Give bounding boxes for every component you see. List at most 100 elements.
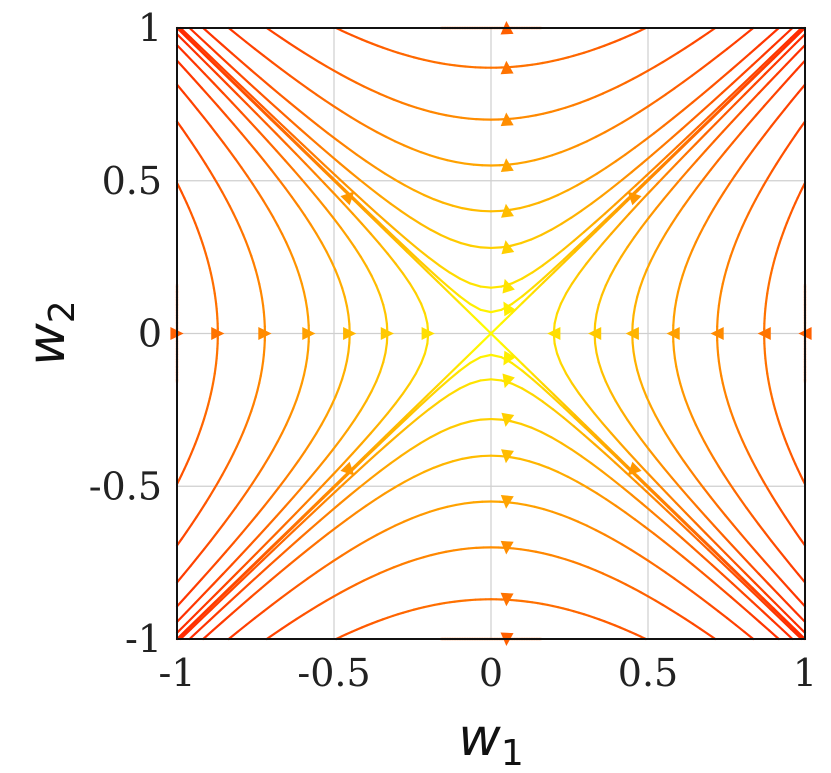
streamline-segment bbox=[276, 224, 284, 236]
streamline-segment bbox=[448, 291, 461, 305]
streamline-segment bbox=[262, 496, 273, 508]
streamline-segment bbox=[210, 56, 224, 69]
streamline-segment bbox=[385, 228, 399, 241]
streamline-segment bbox=[218, 54, 231, 67]
streamline-segment bbox=[179, 627, 192, 641]
arrowhead-right-3 bbox=[710, 327, 724, 340]
streamline-segment bbox=[209, 531, 219, 542]
streamline-segment bbox=[231, 553, 243, 566]
streamline-segment bbox=[652, 124, 665, 135]
streamline-segment bbox=[262, 106, 275, 119]
streamline-segment bbox=[254, 268, 259, 279]
streamline-segment bbox=[319, 510, 332, 522]
streamline-segment bbox=[678, 515, 691, 529]
streamline-segment bbox=[297, 80, 309, 90]
streamline-segment bbox=[211, 35, 224, 47]
streamline-segment bbox=[257, 130, 269, 143]
streamline-segment bbox=[576, 178, 589, 187]
streamline-segment bbox=[684, 398, 690, 410]
streamline-segment bbox=[194, 63, 206, 76]
streamline-segment bbox=[510, 301, 524, 315]
streamline-segment bbox=[439, 426, 452, 434]
streamline-segment bbox=[555, 352, 563, 365]
streamline-segment bbox=[489, 285, 503, 289]
streamline-segment bbox=[757, 133, 767, 144]
streamline-segment bbox=[660, 136, 673, 148]
streamline-segment bbox=[512, 116, 523, 120]
streamline-segment bbox=[667, 149, 681, 162]
streamline-segment bbox=[602, 572, 612, 579]
streamline-segment bbox=[734, 424, 741, 434]
streamline-segment bbox=[577, 392, 588, 405]
streamline-segment bbox=[261, 353, 265, 363]
streamline-segment bbox=[740, 219, 747, 229]
streamline-segment bbox=[562, 248, 576, 261]
streamline-segment bbox=[555, 302, 563, 315]
streamline-segment bbox=[341, 368, 346, 381]
streamline-segment bbox=[189, 556, 199, 567]
streamline-segment bbox=[654, 241, 662, 253]
streamline-segment bbox=[293, 135, 306, 148]
streamline-segment bbox=[218, 600, 231, 613]
streamline-segment bbox=[374, 434, 388, 447]
streamline-segment bbox=[411, 147, 423, 154]
streamline-segment bbox=[609, 390, 617, 402]
streamline-segment bbox=[369, 469, 382, 480]
streamline-segment bbox=[400, 101, 410, 107]
streamline-segment bbox=[615, 454, 629, 467]
streamline-segment bbox=[629, 548, 641, 557]
streamline-segment bbox=[255, 541, 268, 555]
streamline-segment bbox=[359, 255, 368, 268]
streamline-segment bbox=[231, 578, 244, 591]
streamline-segment bbox=[346, 146, 358, 156]
streamline-segment bbox=[479, 378, 493, 382]
streamline-segment bbox=[461, 456, 473, 460]
streamline-segment bbox=[345, 184, 358, 196]
streamline-segment bbox=[324, 164, 337, 177]
streamline-segment bbox=[329, 154, 342, 165]
streamline-segment bbox=[534, 550, 545, 555]
streamline-segment bbox=[309, 223, 318, 235]
x-tick-labels: -1 -0.5 0 0.5 1 bbox=[158, 651, 817, 695]
streamline-segment bbox=[619, 442, 631, 455]
streamline-segment bbox=[670, 127, 684, 139]
streamline-segment bbox=[727, 568, 741, 581]
streamline-segment bbox=[479, 332, 493, 345]
streamline-segment bbox=[407, 104, 418, 109]
streamline-segment bbox=[700, 85, 713, 96]
streamline-segment bbox=[510, 420, 523, 426]
streamline-segment bbox=[621, 116, 632, 124]
streamline-segment bbox=[240, 166, 249, 177]
streamline-segment bbox=[716, 505, 727, 517]
streamline-segment bbox=[228, 591, 241, 603]
streamline-segment bbox=[572, 101, 582, 107]
streamline-segment bbox=[552, 261, 566, 274]
streamline-segment bbox=[355, 504, 368, 514]
streamline-segment bbox=[205, 63, 219, 76]
streamline-segment bbox=[441, 201, 454, 207]
streamline-segment bbox=[783, 43, 797, 56]
streamline-segment bbox=[709, 108, 723, 121]
streamline-segment bbox=[258, 282, 262, 293]
streamline-segment bbox=[530, 426, 543, 434]
streamline-segment bbox=[721, 534, 733, 547]
streamline-segment bbox=[248, 572, 261, 585]
streamline-segment bbox=[703, 440, 710, 451]
streamline-segment bbox=[467, 546, 478, 550]
streamline-segment bbox=[196, 607, 210, 620]
streamline-segment bbox=[190, 141, 198, 151]
streamline-segment bbox=[795, 59, 807, 71]
streamline-segment bbox=[585, 252, 596, 265]
streamline-segment bbox=[258, 91, 272, 104]
streamline-segment bbox=[628, 452, 640, 465]
streamline-segment bbox=[427, 256, 441, 267]
streamline-segment bbox=[654, 599, 665, 607]
streamline-segment bbox=[262, 548, 275, 561]
streamline-segment bbox=[649, 250, 657, 262]
streamline-segment bbox=[280, 622, 291, 630]
streamline-top-3 bbox=[265, 26, 717, 121]
streamline-segment bbox=[716, 150, 727, 162]
streamline-segment bbox=[275, 521, 288, 535]
streamline-segment bbox=[709, 546, 723, 559]
streamline-segment bbox=[298, 528, 312, 540]
